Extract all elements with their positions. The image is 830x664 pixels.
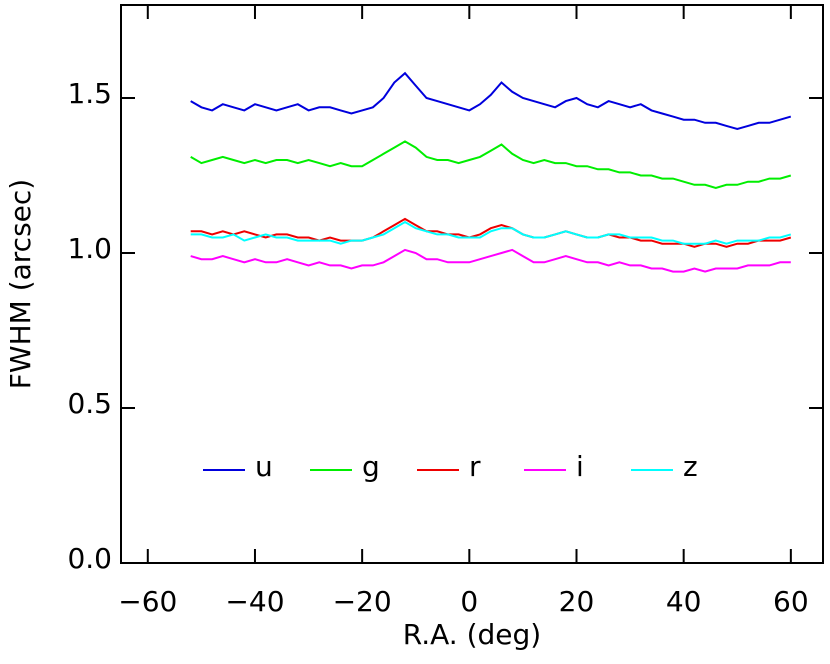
legend-label: g	[362, 450, 380, 483]
x-tick-label: 60	[773, 585, 809, 618]
legend-label: r	[469, 450, 481, 483]
y-tick-label: 0.0	[67, 542, 112, 575]
x-tick-label: 0	[460, 585, 478, 618]
y-tick-label: 1.5	[67, 77, 112, 110]
legend-label: u	[255, 450, 273, 483]
y-axis-label: FWHM (arcsec)	[4, 179, 37, 389]
series-line	[190, 140, 792, 189]
x-axis-label: R.A. (deg)	[403, 618, 541, 651]
plot-frame	[120, 4, 824, 564]
series-line	[190, 217, 792, 248]
x-tick-label: −20	[333, 585, 392, 618]
legend-label: i	[576, 450, 584, 483]
series-line	[190, 220, 792, 245]
y-tick-label: 1.0	[67, 232, 112, 265]
y-tick-label: 0.5	[67, 387, 112, 420]
x-tick-label: −60	[118, 585, 177, 618]
x-tick-label: 20	[559, 585, 595, 618]
series-line	[190, 71, 792, 131]
legend-label: z	[683, 450, 698, 483]
x-tick-label: −40	[225, 585, 284, 618]
x-tick-label: 40	[666, 585, 702, 618]
series-line	[190, 248, 791, 273]
